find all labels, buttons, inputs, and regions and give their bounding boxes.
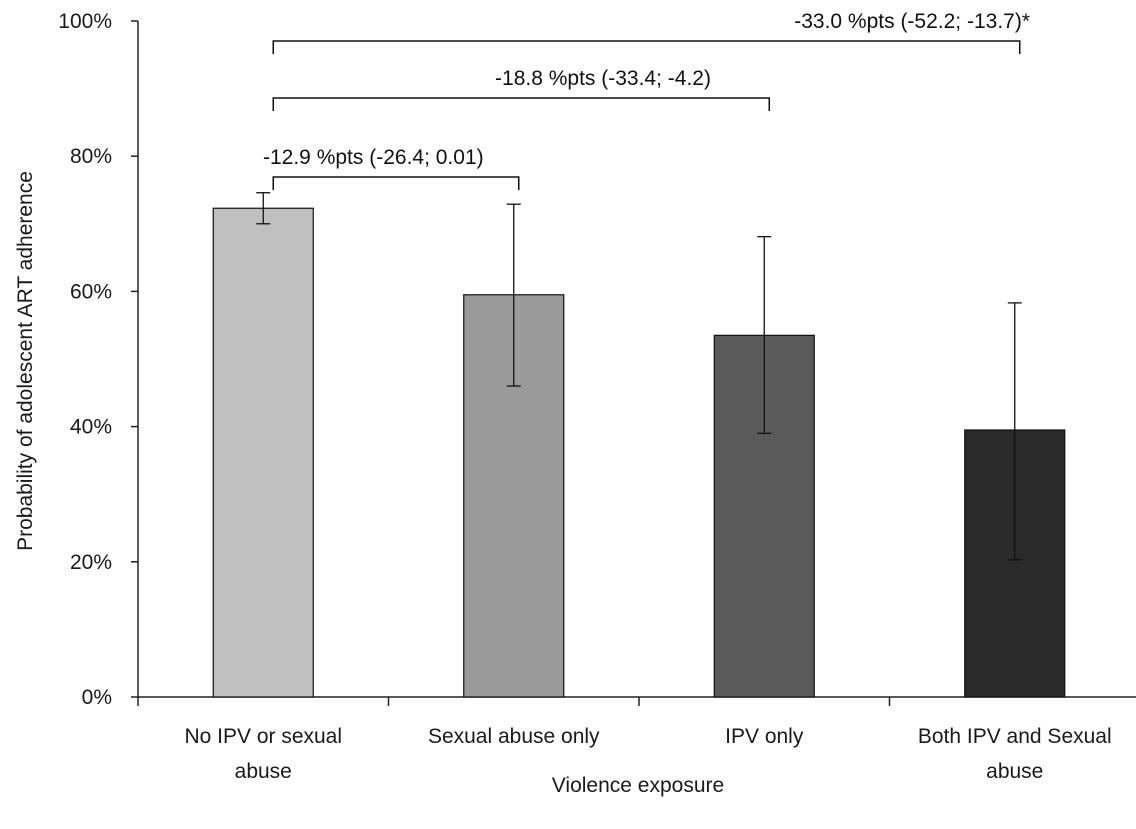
y-tick-label: 60% (70, 280, 112, 303)
bar (212, 207, 314, 698)
comparison-label: -18.8 %pts (-33.4; -4.2) (495, 67, 711, 90)
y-tick-label: 20% (70, 551, 112, 574)
x-category-label: IPV only (725, 725, 804, 748)
y-tick-label: 80% (70, 145, 112, 168)
labels: 0% 20% 40% 60% 80% 100% No IPV or sexual abuse S… (58, 10, 1111, 783)
y-axis-title: Probability of adolescent ART adherence (14, 171, 37, 551)
y-tick-label: 40% (70, 416, 112, 439)
x-category-label: No IPV or sexual abuse (184, 725, 342, 783)
x-category-label: Both IPV and Sexual abuse (918, 725, 1112, 783)
bars (212, 207, 1066, 698)
comparison-bracket (272, 97, 770, 111)
error-bars (256, 192, 1022, 561)
comparison-label: -33.0 %pts (-52.2; -13.7)* (794, 10, 1030, 33)
comparison-bracket (272, 176, 520, 190)
x-category-label: Sexual abuse only (428, 725, 600, 748)
x-axis-title: Violence exposure (552, 774, 724, 797)
comparison-brackets (272, 40, 1021, 190)
comparison-label: -12.9 %pts (-26.4; 0.01) (263, 146, 484, 169)
comparison-bracket (272, 40, 1021, 54)
y-tick-label: 0% (82, 686, 112, 709)
y-tick-label: 100% (58, 10, 112, 33)
